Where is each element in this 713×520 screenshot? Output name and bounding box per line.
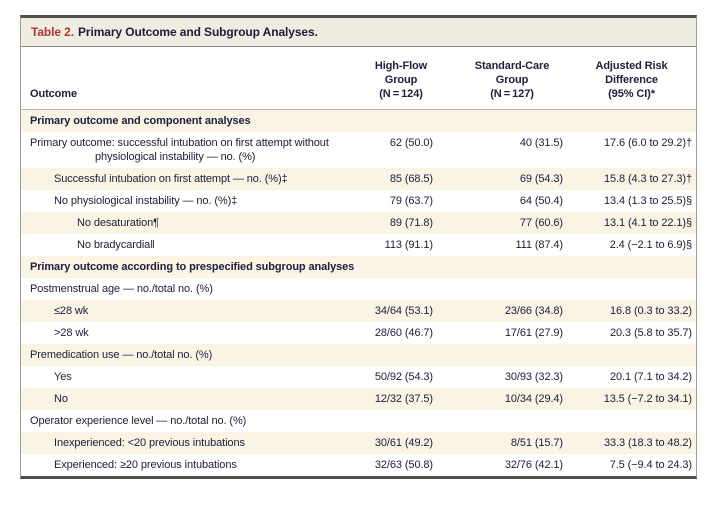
table-row: Postmenstrual age — no./total no. (%) <box>21 278 696 300</box>
highflow-value: 34/64 (53.1) <box>374 305 433 317</box>
row-label: No bradycardia‖ <box>77 239 155 251</box>
standardcare-value: 30/93 (32.3) <box>504 371 563 383</box>
highflow-value: 85 (68.5) <box>389 173 433 185</box>
row-label: ≤28 wk <box>54 305 89 317</box>
table-row: Premedication use — no./total no. (%) <box>21 344 696 366</box>
highflow-value <box>369 344 461 366</box>
row-label: No desaturation¶ <box>77 217 159 229</box>
table-row: Experienced: ≥20 previous intubations 32… <box>21 454 696 476</box>
row-label: Yes <box>54 371 72 383</box>
highflow-value <box>369 278 461 300</box>
riskdiff-value: 16.8 (0.3 to 33.2) <box>610 305 692 317</box>
standardcare-value: 111 (87.4) <box>515 239 563 251</box>
row-label: Inexperienced: <20 previous intubations <box>54 437 245 449</box>
section-header-row: Primary outcome according to prespecifie… <box>21 256 696 278</box>
table-row: Primary outcome: successful intubation o… <box>21 132 696 168</box>
table-row: ≤28 wk 34/64 (53.1) 23/66 (34.8) 16.8 (0… <box>21 300 696 322</box>
row-label: No physiological instability — no. (%)‡ <box>54 195 238 207</box>
standardcare-value: 23/66 (34.8) <box>504 305 563 317</box>
table-row: No physiological instability — no. (%)‡ … <box>21 190 696 212</box>
column-header-adjusted-risk-difference: Adjusted Risk Difference (95% CI)* <box>595 60 668 100</box>
highflow-value: 30/61 (49.2) <box>374 437 433 449</box>
column-header-row: Outcome High-Flow Group (N = 124) Standa… <box>21 47 696 110</box>
table-row: No desaturation¶ 89 (71.8) 77 (60.6) 13.… <box>21 212 696 234</box>
riskdiff-value: 7.5 (−9.4 to 24.3) <box>609 459 692 471</box>
standardcare-value: 8/51 (15.7) <box>510 437 563 449</box>
section-label: Primary outcome according to prespecifie… <box>30 261 355 273</box>
table-title-text: Primary Outcome and Subgroup Analyses. <box>78 25 318 39</box>
row-label: No <box>54 393 68 405</box>
column-header-highflow-group: High-Flow Group (N = 124) <box>374 60 428 100</box>
riskdiff-value: 13.1 (4.1 to 22.1)§ <box>604 217 692 229</box>
standardcare-value <box>461 278 571 300</box>
standardcare-value: 40 (31.5) <box>519 137 563 149</box>
riskdiff-value: 20.3 (5.8 to 35.7) <box>610 327 692 339</box>
highflow-value: 12/32 (37.5) <box>374 393 433 405</box>
table-row: Inexperienced: <20 previous intubations … <box>21 432 696 454</box>
standardcare-value <box>461 410 571 432</box>
highflow-value: 28/60 (46.7) <box>374 327 433 339</box>
table-row: No 12/32 (37.5) 10/34 (29.4) 13.5 (−7.2 … <box>21 388 696 410</box>
riskdiff-value: 17.6 (6.0 to 29.2)† <box>604 137 692 149</box>
table-row: Operator experience level — no./total no… <box>21 410 696 432</box>
standardcare-value: 17/61 (27.9) <box>504 327 563 339</box>
highflow-value: 62 (50.0) <box>389 137 433 149</box>
highflow-value: 50/92 (54.3) <box>374 371 433 383</box>
table-row: No bradycardia‖ 113 (91.1) 111 (87.4) 2.… <box>21 234 696 256</box>
highflow-value: 113 (91.1) <box>384 239 433 251</box>
standardcare-value: 69 (54.3) <box>519 173 563 185</box>
table-row: >28 wk 28/60 (46.7) 17/61 (27.9) 20.3 (5… <box>21 322 696 344</box>
highflow-value: 79 (63.7) <box>389 195 433 207</box>
standardcare-value <box>461 344 571 366</box>
row-label: Operator experience level — no./total no… <box>30 415 247 427</box>
riskdiff-value: 13.4 (1.3 to 25.5)§ <box>604 195 692 207</box>
column-header-outcome: Outcome <box>30 88 77 100</box>
row-label: Premedication use — no./total no. (%) <box>30 349 213 361</box>
row-label: Experienced: ≥20 previous intubations <box>54 459 237 471</box>
table-row: Yes 50/92 (54.3) 30/93 (32.3) 20.1 (7.1 … <box>21 366 696 388</box>
riskdiff-value: 33.3 (18.3 to 48.2) <box>604 437 692 449</box>
riskdiff-value: 20.1 (7.1 to 34.2) <box>610 371 692 383</box>
riskdiff-value: 2.4 (−2.1 to 6.9)§ <box>609 239 692 251</box>
table-row: Successful intubation on first attempt —… <box>21 168 696 190</box>
standardcare-value: 32/76 (42.1) <box>504 459 563 471</box>
highflow-value <box>369 410 461 432</box>
riskdiff-value: 15.8 (4.3 to 27.3)† <box>604 173 692 185</box>
row-label: >28 wk <box>54 327 89 339</box>
outcome-table: Table 2. Primary Outcome and Subgroup Ana… <box>20 15 697 479</box>
riskdiff-value <box>571 344 698 366</box>
table-title: Table 2. Primary Outcome and Subgroup Ana… <box>21 18 696 47</box>
standardcare-value: 64 (50.4) <box>519 195 563 207</box>
row-label: Successful intubation on first attempt —… <box>54 173 288 185</box>
standardcare-value: 10/34 (29.4) <box>504 393 563 405</box>
row-label: Postmenstrual age — no./total no. (%) <box>30 283 213 295</box>
table-body: Primary outcome and component analyses P… <box>21 110 696 476</box>
row-label: Primary outcome: successful intubation o… <box>30 137 329 163</box>
riskdiff-value: 13.5 (−7.2 to 34.1) <box>603 393 692 405</box>
highflow-value: 89 (71.8) <box>389 217 433 229</box>
section-label: Primary outcome and component analyses <box>30 115 251 127</box>
highflow-value: 32/63 (50.8) <box>374 459 433 471</box>
column-header-standardcare-group: Standard-Care Group (N = 127) <box>474 60 550 100</box>
riskdiff-value <box>571 278 698 300</box>
table-number-label: Table 2. <box>31 25 74 39</box>
standardcare-value: 77 (60.6) <box>519 217 563 229</box>
riskdiff-value <box>571 410 698 432</box>
section-header-row: Primary outcome and component analyses <box>21 110 696 132</box>
